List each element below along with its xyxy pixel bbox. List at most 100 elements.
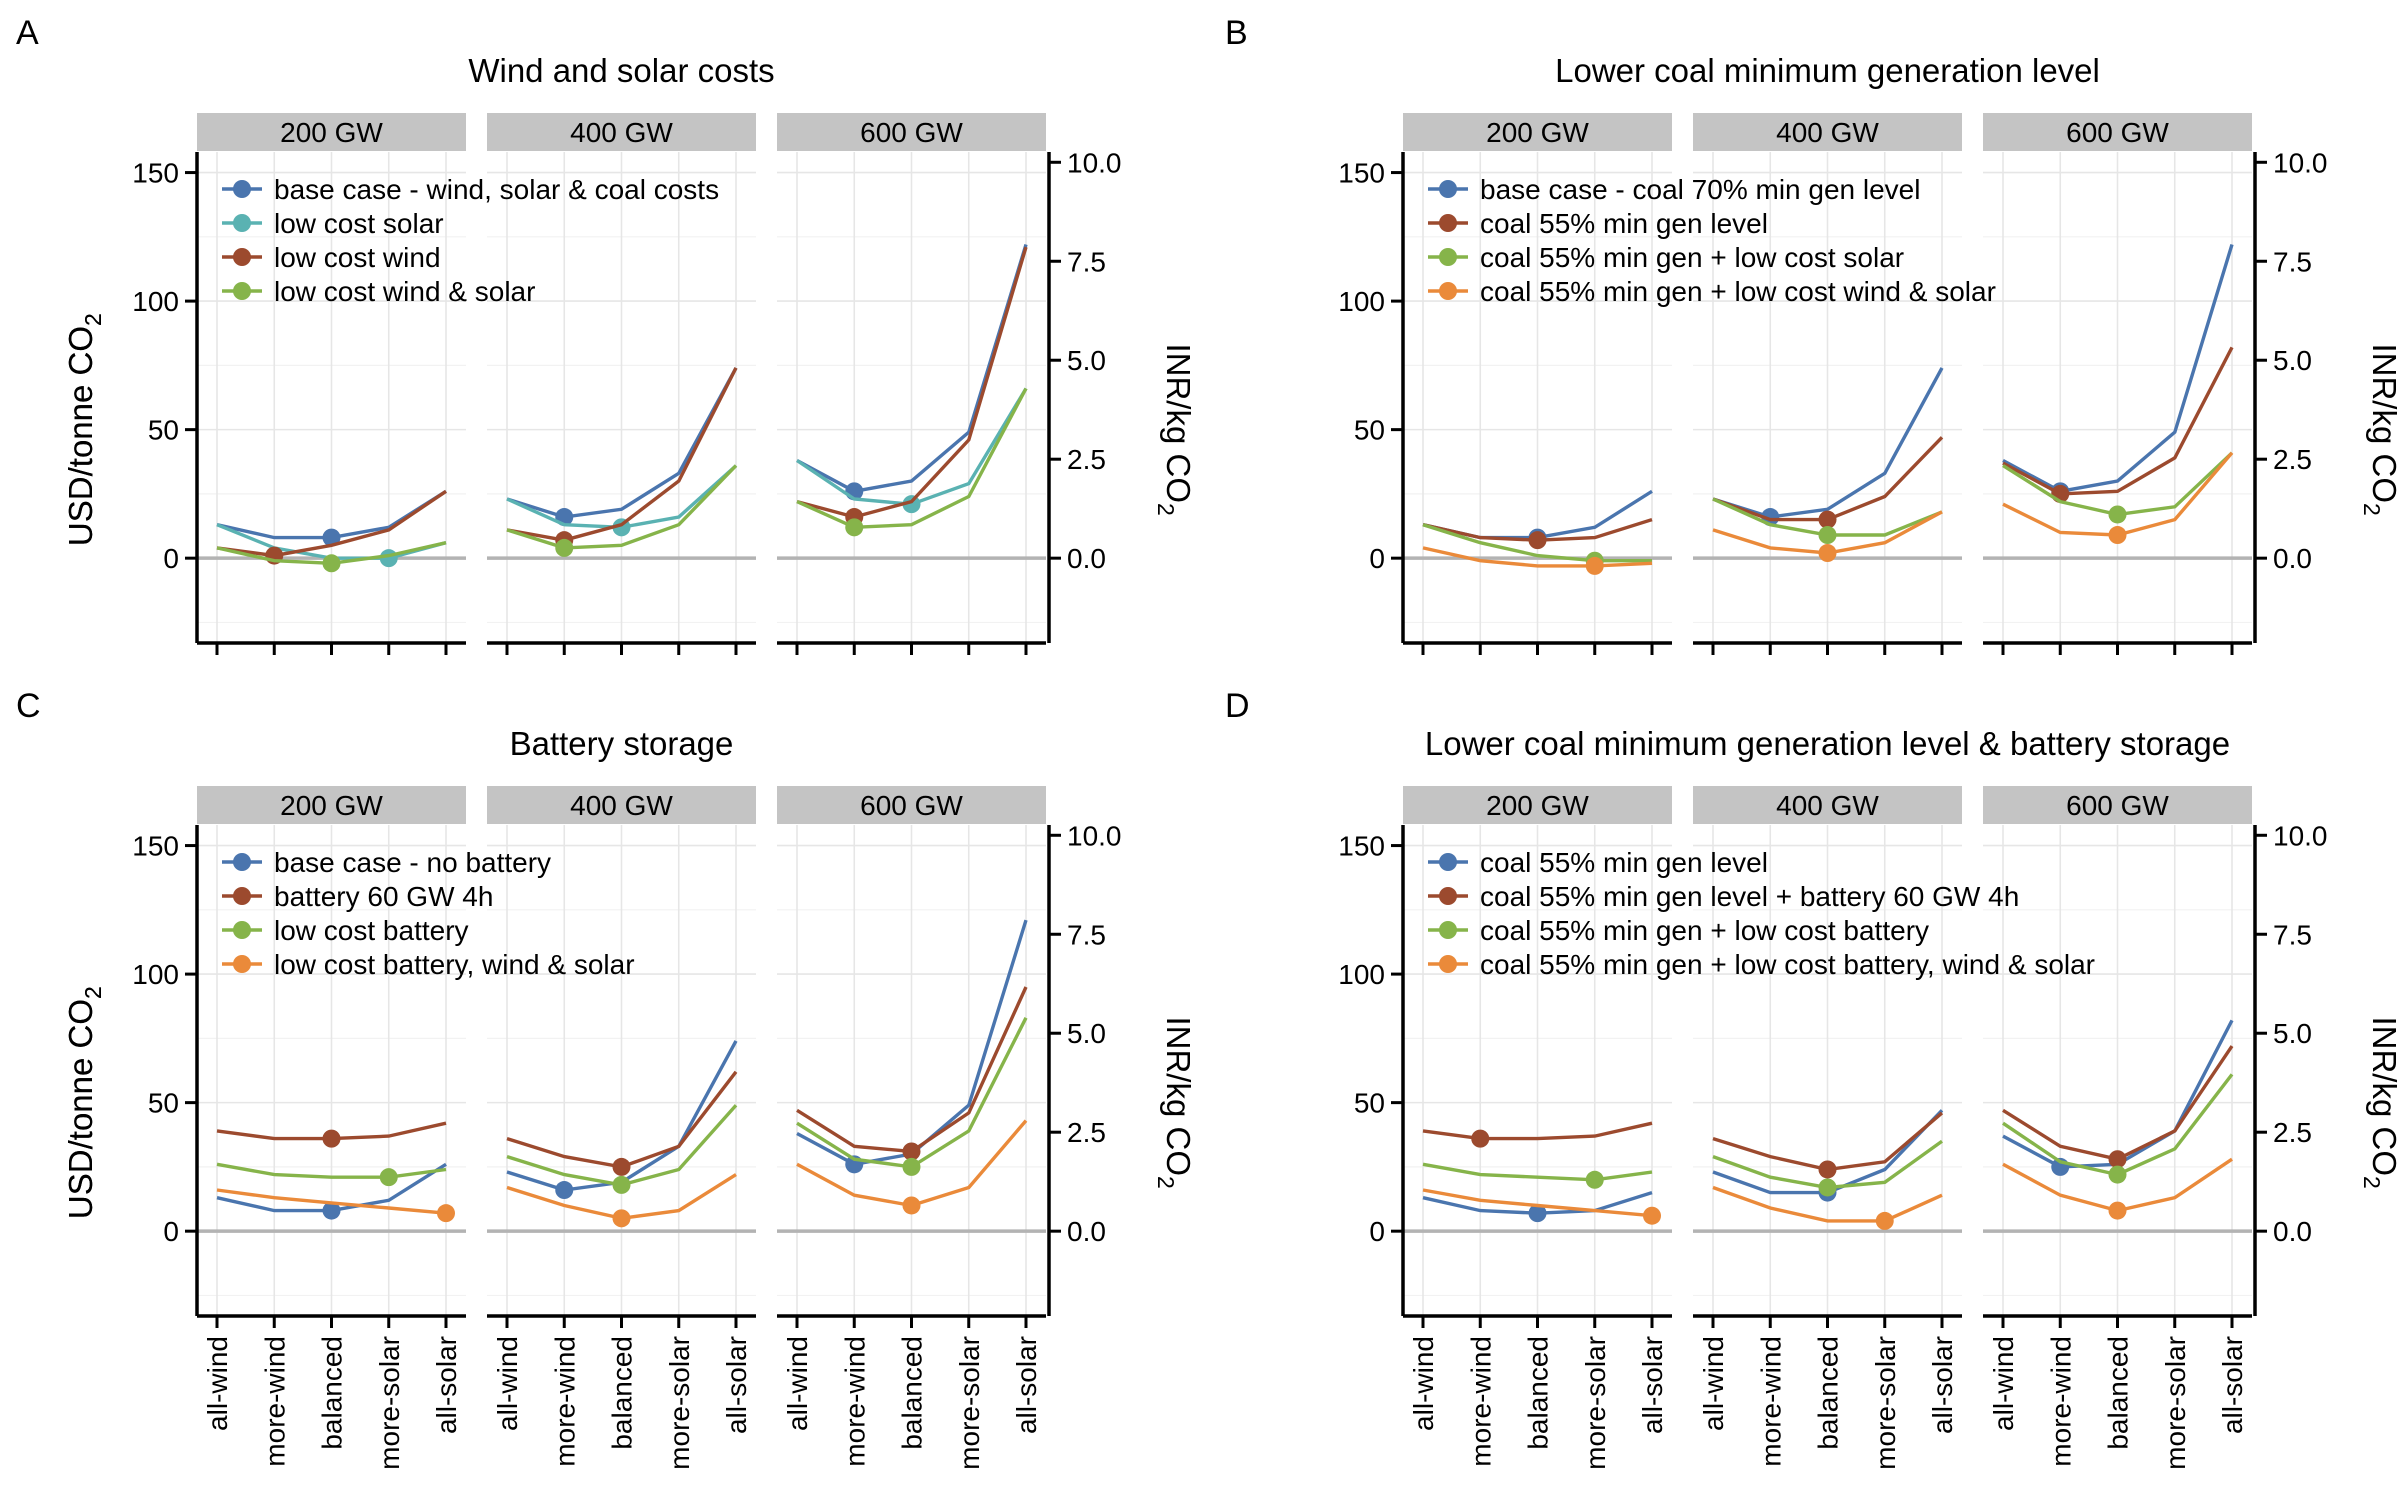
series-line-1 xyxy=(506,367,738,519)
x-tick-label: more-wind xyxy=(1465,1336,1496,1467)
legend-label: coal 55% min gen + low cost battery, win… xyxy=(1480,949,2095,980)
series-marker-4 xyxy=(2108,526,2127,545)
y-left-tick-label: 100 xyxy=(132,959,179,990)
facet-400-gw: 400 GW all-wind more-wind balanced more-sola… xyxy=(487,786,756,1470)
series-marker-1 xyxy=(555,1181,574,1200)
facet-600-gw: 600 GW xyxy=(777,113,1046,655)
facet-strip xyxy=(777,786,1046,824)
series-marker-4 xyxy=(2108,1201,2127,1220)
y-axis-right-title-text: INR/kg CO xyxy=(2366,1016,2400,1176)
x-tick-label: all-solar xyxy=(431,1336,462,1434)
facet-600-gw: 600 GW all-wind more-wind balanced more-sola… xyxy=(1983,786,2252,1470)
series-line-4 xyxy=(1422,546,1653,568)
series-line-3 xyxy=(506,367,738,542)
facet-strip-label: 400 GW xyxy=(570,790,673,821)
y-right-tick-label: 10.0 xyxy=(2273,820,2328,851)
legend-label: low cost wind & solar xyxy=(274,276,535,307)
series-marker-4 xyxy=(1875,1211,1894,1230)
x-tick-label: all-solar xyxy=(721,1336,752,1434)
x-tick-label: more-solar xyxy=(954,1336,985,1470)
y-left-tick-label: 100 xyxy=(1338,959,1385,990)
y-right-tick-label: 2.5 xyxy=(1067,444,1106,475)
legend-key-marker xyxy=(233,887,251,905)
series-line-2 xyxy=(2002,346,2234,496)
panel-title: Battery storage xyxy=(510,725,734,762)
y-axis-right-title-text: INR/kg CO xyxy=(1160,1016,1197,1176)
series-marker-3 xyxy=(612,1175,631,1194)
y-axis-left-title-text: USD/tonne CO xyxy=(62,326,99,546)
facet-400-gw: 400 GW xyxy=(487,113,756,655)
series-line-3 xyxy=(1422,523,1652,563)
y-right-tick-label: 5.0 xyxy=(1067,345,1106,376)
x-tick-label: all-solar xyxy=(1011,1336,1042,1434)
x-tick-label: all-solar xyxy=(2217,1336,2248,1434)
x-tick-label: balanced xyxy=(607,1336,638,1450)
legend-label: low cost battery xyxy=(274,915,469,946)
series-marker-2 xyxy=(902,495,921,514)
legend-key-marker xyxy=(233,921,251,939)
y-axis-left-title-text: USD/tonne CO xyxy=(62,999,99,1219)
legend-key-marker xyxy=(1439,853,1457,871)
facet-200-gw: 200 GW xyxy=(197,113,466,655)
legend-key-marker xyxy=(1439,214,1457,232)
legend-label: low cost solar xyxy=(274,208,444,239)
y-right-tick-label: 7.5 xyxy=(2273,246,2312,277)
panel-a: A Wind and solar costs 200 GW 400 GW 600 GW 0… xyxy=(16,14,1197,655)
series-line-2 xyxy=(1422,1121,1653,1141)
facet-strip-label: 200 GW xyxy=(280,117,383,148)
facet-strip xyxy=(487,113,756,151)
y-left-tick-label: 0 xyxy=(1369,1216,1385,1247)
facet-strip xyxy=(197,113,466,151)
series-line-3 xyxy=(216,489,447,558)
facet-strip-label: 200 GW xyxy=(1486,790,1589,821)
y-left-tick-label: 150 xyxy=(1338,158,1385,189)
y-axis-right-title: INR/kg CO2 xyxy=(1153,1016,1197,1188)
legend-label: coal 55% min gen level + battery 60 GW 4… xyxy=(1480,881,2019,912)
series-marker-4 xyxy=(322,554,341,573)
legend-key-marker xyxy=(1439,282,1457,300)
y-axis-left-title: USD/tonne CO2 xyxy=(62,313,106,546)
y-right-tick-label: 2.5 xyxy=(2273,1117,2312,1148)
y-axis-right-title-subscript: 2 xyxy=(1153,1176,1179,1189)
series-marker-3 xyxy=(1818,1178,1837,1197)
series-marker-2 xyxy=(1528,531,1547,550)
panel-d: D Lower coal minimum generation level & b… xyxy=(62,687,2400,1470)
facet-strip xyxy=(1403,786,1672,824)
y-left-tick-label: 0 xyxy=(163,1216,179,1247)
panel-title: Lower coal minimum generation level xyxy=(1555,52,2100,89)
facet-strip-label: 600 GW xyxy=(2066,117,2169,148)
y-right-tick-label: 0.0 xyxy=(1067,543,1106,574)
series-marker-2 xyxy=(902,1142,921,1161)
series-marker-4 xyxy=(612,1209,631,1228)
facet-strip xyxy=(1693,113,1962,151)
y-left-tick-label: 50 xyxy=(148,415,179,446)
legend-key-marker xyxy=(1439,887,1457,905)
y-axis-left-title-text: USD/tonne CO xyxy=(62,326,99,546)
y-left-tick-label: 150 xyxy=(132,158,179,189)
x-tick-label: more-wind xyxy=(1755,1336,1786,1467)
y-right-tick-label: 7.5 xyxy=(2273,919,2312,950)
y-axis-left-title-subscript: 2 xyxy=(80,986,106,999)
y-right-tick-label: 10.0 xyxy=(1067,147,1122,178)
y-left-tick-label: 150 xyxy=(132,831,179,862)
y-right-tick-label: 0.0 xyxy=(2273,543,2312,574)
series-marker-3 xyxy=(379,1168,398,1187)
panel-letter: C xyxy=(16,687,41,725)
x-tick-label: more-wind xyxy=(839,1336,870,1467)
series-marker-3 xyxy=(2108,1165,2127,1184)
series-line-3 xyxy=(216,1162,447,1179)
legend-label: coal 55% min gen + low cost battery xyxy=(1480,915,1929,946)
y-left-tick-label: 50 xyxy=(1354,415,1385,446)
legend-label: coal 55% min gen + low cost solar xyxy=(1480,242,1904,273)
x-tick-label: more-solar xyxy=(664,1336,695,1470)
facet-strip-label: 600 GW xyxy=(2066,790,2169,821)
facet-200-gw: 200 GW all-wind more-wind balanced more-sola… xyxy=(1403,786,1672,1470)
series-marker-4 xyxy=(902,1196,921,1215)
x-tick-label: all-wind xyxy=(492,1336,523,1431)
series-marker-4 xyxy=(1585,556,1604,575)
x-tick-label: all-solar xyxy=(1637,1336,1668,1434)
facet-strip xyxy=(1403,113,1672,151)
y-left-tick-label: 0 xyxy=(163,543,179,574)
series-marker-1 xyxy=(322,1201,341,1220)
